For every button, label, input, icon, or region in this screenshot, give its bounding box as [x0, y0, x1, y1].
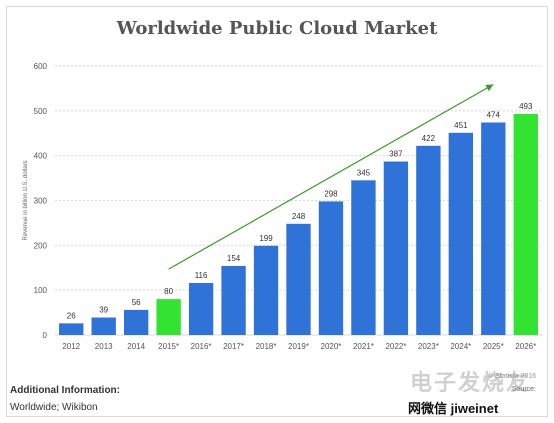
y-tick-label: 500	[34, 107, 48, 116]
y-tick-label: 300	[34, 197, 48, 206]
bar	[91, 317, 116, 335]
y-tick-label: 400	[34, 152, 48, 161]
bar	[383, 161, 409, 335]
statista-credit: © Statista 2016	[488, 373, 536, 380]
chart-frame	[6, 6, 548, 417]
bar	[156, 299, 181, 335]
watermark-bottom-text: 网微信 jiweinet	[408, 401, 499, 416]
bar	[123, 309, 149, 335]
bar-value-label: 26	[67, 311, 76, 320]
bar-value-label: 422	[422, 134, 436, 143]
bar	[513, 113, 538, 335]
x-tick-label: 2022*	[385, 342, 406, 351]
y-tick-label: 0	[43, 331, 48, 340]
x-tick-label: 2020*	[321, 342, 342, 351]
bar-value-label: 199	[259, 234, 273, 243]
y-tick-label: 100	[34, 286, 48, 295]
bar-value-label: 154	[227, 254, 241, 263]
x-tick-label: 2024*	[450, 342, 471, 351]
bar-value-label: 116	[195, 271, 208, 280]
bar	[221, 265, 246, 335]
watermark-logo-text: 电子发烧友	[410, 370, 531, 395]
x-tick-label: 2016*	[191, 342, 212, 351]
x-tick-label: 2012	[62, 342, 80, 351]
bar	[188, 282, 214, 335]
bar-value-label: 248	[292, 212, 306, 221]
bar-value-label: 39	[99, 306, 108, 315]
source-tag: Source:	[511, 386, 536, 393]
additional-info-label: Additional Information:	[10, 385, 120, 396]
x-tick-label: 2023*	[418, 342, 439, 351]
bar-value-label: 345	[357, 168, 371, 177]
bar-value-label: 451	[454, 121, 468, 130]
x-tick-label: 2013	[95, 342, 113, 351]
bar	[416, 145, 441, 335]
bar-value-label: 493	[519, 102, 533, 111]
x-tick-label: 2015*	[158, 342, 179, 351]
x-tick-label: 2026*	[515, 342, 536, 351]
bar	[253, 245, 279, 335]
bar	[448, 132, 474, 335]
bar	[59, 323, 84, 335]
bar	[481, 122, 506, 336]
bar-value-label: 474	[487, 110, 501, 119]
trend-arrow	[168, 83, 494, 270]
y-tick-label: 200	[34, 241, 48, 250]
bar-value-label: 387	[389, 149, 403, 158]
bar	[351, 180, 376, 335]
bar-value-label: 298	[324, 189, 338, 198]
x-tick-label: 2025*	[483, 342, 504, 351]
bar-value-label: 80	[164, 287, 173, 296]
bar	[318, 201, 344, 335]
x-tick-label: 2019*	[288, 342, 309, 351]
bar-value-label: 56	[132, 298, 141, 307]
source-text: Worldwide; Wikibon	[10, 402, 98, 413]
bar	[286, 223, 311, 335]
y-axis-label: Revenue in billion U.S. dollars	[23, 160, 29, 240]
x-tick-label: 2021*	[353, 342, 374, 351]
x-tick-label: 2014	[127, 342, 145, 351]
x-tick-label: 2018*	[256, 342, 277, 351]
chart-title: Worldwide Public Cloud Market	[116, 18, 438, 39]
y-tick-label: 600	[34, 62, 48, 71]
x-tick-label: 2017*	[223, 342, 244, 351]
